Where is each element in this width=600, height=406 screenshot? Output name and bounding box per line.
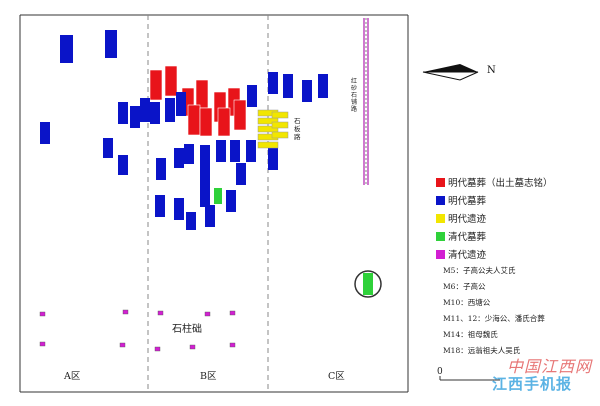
legend-item: 清代遗迹 xyxy=(436,246,596,264)
legend-swatch-green xyxy=(436,232,445,241)
map-frame xyxy=(19,14,409,393)
scale-bar xyxy=(439,376,500,381)
north-arrow-icon xyxy=(422,64,479,81)
pillar-base-label: 石柱础 xyxy=(172,324,202,335)
stone-path-label: 石板路 xyxy=(294,117,301,141)
legend-swatch-blue xyxy=(436,196,445,205)
watermark-app-logo: 江西手机报 xyxy=(492,375,573,393)
zone-b-label: B区 xyxy=(200,371,217,382)
qing-remains xyxy=(39,309,236,352)
legend-label: 明代墓葬（出土墓志铭） xyxy=(448,178,553,189)
zone-a-label: A区 xyxy=(64,371,81,382)
zone-c-label: C区 xyxy=(328,371,345,382)
legend-swatch-red xyxy=(436,178,445,187)
legend-swatch-magenta xyxy=(436,250,445,259)
road-label: 红砂石铺路 xyxy=(351,78,358,113)
legend-item: 清代墓葬 xyxy=(436,228,596,246)
red-sandstone-road xyxy=(363,18,369,185)
legend-label: 明代遗迹 xyxy=(448,214,487,225)
ming-remains xyxy=(257,109,289,149)
tomb-note: M14：祖母魏氏 xyxy=(443,330,498,339)
ming-tombs-epitaph xyxy=(149,65,247,137)
scale-start-label: 0 xyxy=(437,367,443,377)
north-label: N xyxy=(487,65,496,76)
legend-label: 清代墓葬 xyxy=(448,232,487,243)
tomb-notes: M5：子高公夫人艾氏 M6：子高公 M10：西塘公 M11、12：少海公、潘氏合… xyxy=(443,263,545,359)
legend-item: 明代墓葬（出土墓志铭） xyxy=(436,174,596,192)
tomb-note: M10：西塘公 xyxy=(443,298,491,307)
legend-label: 明代墓葬 xyxy=(448,196,487,207)
legend-item: 明代遗迹 xyxy=(436,210,596,228)
legend-item: 明代墓葬 xyxy=(436,192,596,210)
qing-tombs xyxy=(214,188,382,298)
legend-label: 清代遗迹 xyxy=(448,250,487,261)
tomb-note: M5：子高公夫人艾氏 xyxy=(443,266,516,275)
watermark-site-logo: 中国江西网 xyxy=(507,357,593,376)
tomb-note: M11、12：少海公、潘氏合葬 xyxy=(443,314,545,323)
ming-tombs xyxy=(40,30,328,230)
tomb-note: M18：远翁祖夫人吴氏 xyxy=(443,346,521,355)
tomb-note: M6：子高公 xyxy=(443,282,486,291)
legend: 明代墓葬（出土墓志铭） 明代墓葬 明代遗迹 清代墓葬 清代遗迹 xyxy=(436,174,596,264)
legend-swatch-yellow xyxy=(436,214,445,223)
